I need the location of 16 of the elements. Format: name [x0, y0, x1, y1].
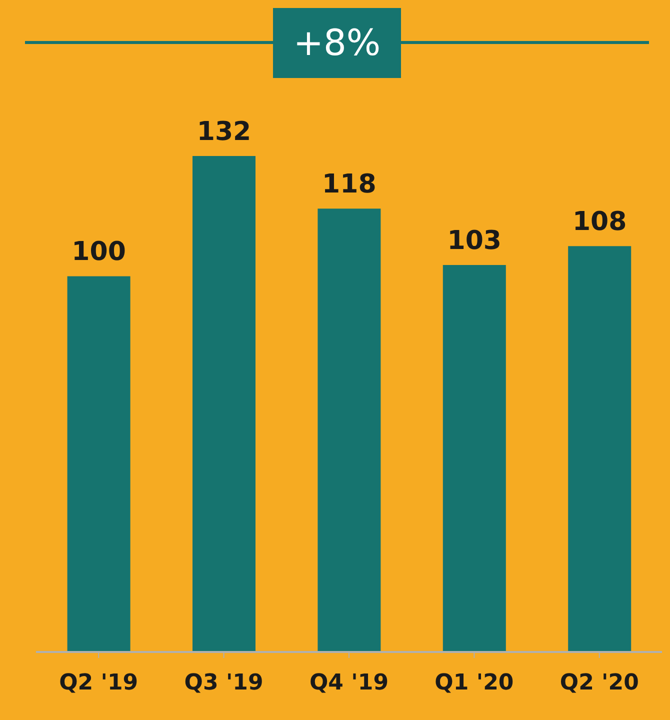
bar [67, 276, 130, 652]
data-label: 103 [447, 226, 502, 256]
bar [442, 264, 506, 652]
bar [192, 156, 256, 652]
x-tick-label: Q4 '19 [309, 670, 389, 696]
x-tick-label: Q2 '19 [59, 670, 138, 696]
data-label: 108 [572, 207, 627, 238]
bar [568, 246, 632, 652]
data-label: 118 [322, 170, 376, 200]
x-tick-label: Q3 '19 [184, 670, 264, 696]
bracket: +8% [25, 8, 649, 78]
data-label: 100 [72, 237, 126, 268]
x-tick-label: Q2 '20 [560, 670, 639, 696]
x-tick-label: Q1 '20 [434, 670, 514, 696]
bar [318, 208, 381, 652]
data-label: 132 [196, 117, 252, 147]
